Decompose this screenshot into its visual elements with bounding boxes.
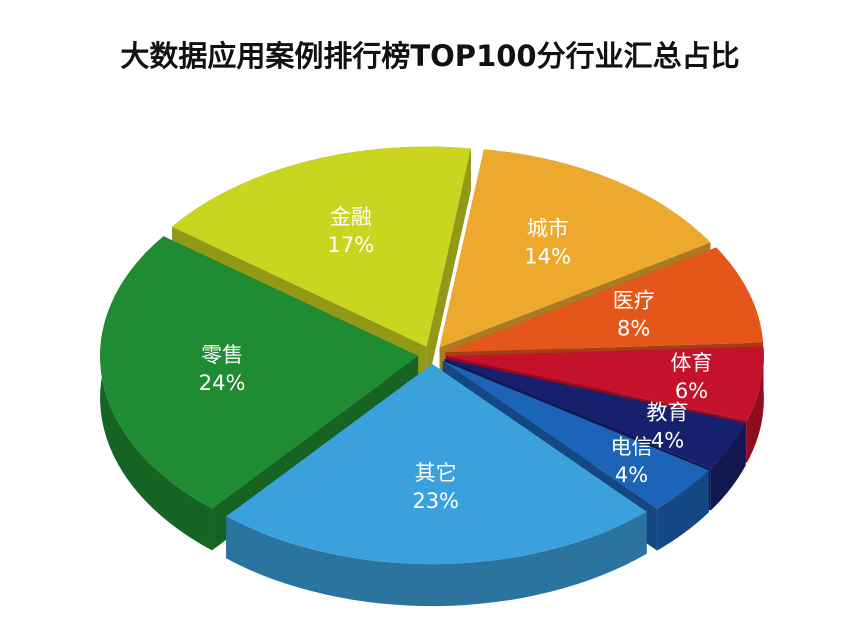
slice-value: 4% (615, 463, 648, 487)
slice-value: 23% (412, 489, 459, 513)
slice-top (442, 360, 709, 509)
chart-title: 大数据应用案例排行榜TOP100分行业汇总占比 (120, 39, 739, 73)
slice-top (100, 236, 419, 509)
slice-label: 其它 (415, 461, 457, 485)
slice-value: 24% (199, 371, 246, 395)
slice (226, 364, 647, 607)
slice-label: 城市 (527, 217, 569, 241)
slice-value: 6% (675, 379, 708, 403)
slice-wall (426, 148, 471, 389)
slice-top (171, 146, 471, 347)
slice-side (746, 346, 764, 463)
slice-top (445, 247, 763, 353)
slice-top (439, 149, 711, 348)
slice-side (710, 423, 746, 511)
slice-value: 14% (524, 245, 571, 269)
slice-value: 4% (651, 428, 684, 452)
slice-label: 体育 (670, 351, 712, 375)
slice-top (445, 346, 764, 421)
slice-value: 17% (328, 233, 375, 257)
slice-value: 8% (617, 317, 650, 341)
slice-label: 金融 (330, 205, 372, 229)
slice-label: 零售 (201, 343, 243, 367)
slice-top (444, 358, 746, 469)
slice-top (226, 364, 647, 565)
slice-side (226, 511, 647, 607)
slice-label: 医疗 (613, 289, 655, 313)
slice-side (657, 470, 709, 551)
slice-label: 电信 (611, 435, 653, 459)
slice-label: 教育 (647, 400, 689, 424)
